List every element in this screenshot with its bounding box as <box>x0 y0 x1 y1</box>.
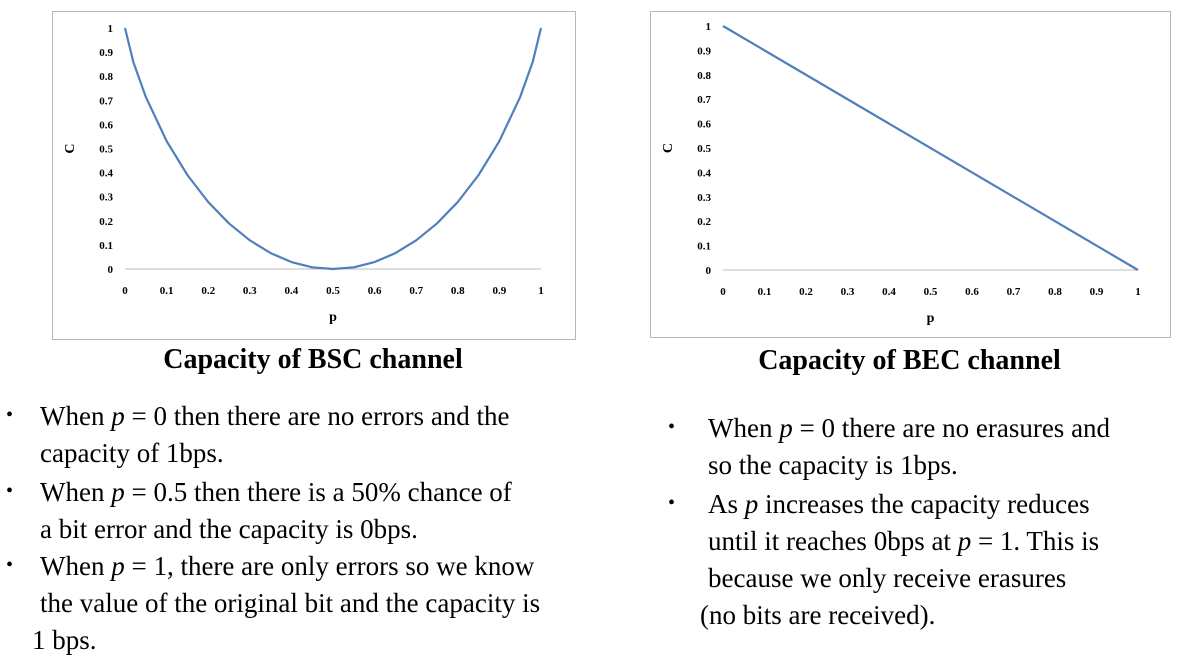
bsc-chart-caption: Capacity of BSC channel <box>163 344 463 375</box>
bsc-x-axis-title: p <box>329 310 337 325</box>
bsc-x-tick-label: 0 <box>122 285 128 297</box>
bec-y-tick-label: 0.4 <box>697 167 711 179</box>
bsc-y-tick-label: 0.3 <box>99 192 113 204</box>
bec-note-line: until it reaches 0bps at p = 1. This is <box>708 526 1100 556</box>
bec-x-tick-label: 0.7 <box>1007 286 1021 298</box>
bsc-x-tick-label: 0.4 <box>285 285 299 297</box>
bsc-x-tick-label: 0.3 <box>243 285 257 297</box>
bsc-note-line: 1 bps. <box>32 625 97 655</box>
bec-x-tick-label: 1 <box>1135 286 1141 298</box>
bsc-note-line: When p = 0.5 then there is a 50% chance … <box>40 477 512 507</box>
bullet-marker: • <box>6 404 14 426</box>
bsc-capacity-line <box>123 27 543 271</box>
bsc-note-line: capacity of 1bps. <box>40 438 224 468</box>
bec-x-tick-label: 0.9 <box>1090 286 1104 298</box>
bec-y-tick-label: 1 <box>706 21 712 33</box>
bec-note-line: As p increases the capacity reduces <box>708 489 1090 519</box>
bec-capacity-line <box>722 25 1139 271</box>
bec-chart-svg: 0 0.1 0.2 0.3 0.4 0.5 0.6 0.7 0.8 0.9 1 0 0.1 0.2 0.3 0… <box>661 21 1141 326</box>
bsc-x-tick-label: 1 <box>538 285 544 297</box>
bec-x-tick-label: 0 <box>720 286 726 298</box>
bullet-marker: • <box>6 554 14 576</box>
bec-y-tick-label: 0.7 <box>697 94 711 106</box>
bec-x-tick-label: 0.2 <box>799 286 813 298</box>
bsc-x-tick-label: 0.2 <box>201 285 215 297</box>
bec-y-tick-label: 0.1 <box>697 241 711 253</box>
bec-y-tick-label: 0.2 <box>697 216 711 228</box>
bsc-x-tick-label: 0.1 <box>160 285 174 297</box>
bsc-x-tick-label: 0.5 <box>326 285 340 297</box>
bec-y-axis-title: C <box>661 143 676 153</box>
bec-y-tick-label: 0.9 <box>697 45 711 57</box>
bec-x-tick-label: 0.6 <box>965 286 979 298</box>
bec-x-tick-label: 0.5 <box>924 286 938 298</box>
bsc-y-tick-label: 0.4 <box>99 168 113 180</box>
bec-y-tick-label: 0.3 <box>697 192 711 204</box>
bsc-note-line: the value of the original bit and the ca… <box>40 588 541 618</box>
bullet-marker: • <box>668 416 676 438</box>
bsc-y-tick-label: 0.2 <box>99 216 113 228</box>
bsc-note-line: When p = 0 then there are no errors and … <box>40 401 510 431</box>
bec-y-tick-label: 0.5 <box>697 143 711 155</box>
bec-chart-caption: Capacity of BEC channel <box>758 345 1061 376</box>
bec-x-tick-label: 0.1 <box>758 286 772 298</box>
bec-y-tick-label: 0.8 <box>697 70 711 82</box>
bec-x-tick-label: 0.3 <box>841 286 855 298</box>
bec-note-line: When p = 0 there are no erasures and <box>708 413 1111 443</box>
bec-x-axis-title: p <box>927 311 935 326</box>
bsc-y-axis-title: C <box>63 143 78 153</box>
bec-x-tick-label: 0.4 <box>882 286 896 298</box>
bsc-note-line: a bit error and the capacity is 0bps. <box>40 514 418 544</box>
bsc-y-tick-label: 0.1 <box>99 240 113 252</box>
bsc-y-tick-label: 0.5 <box>99 144 113 156</box>
bsc-y-tick-label: 0.9 <box>99 47 113 59</box>
bsc-y-tick-label: 0.7 <box>99 95 113 107</box>
bullet-marker: • <box>6 480 14 502</box>
bsc-y-tick-label: 0.8 <box>99 71 113 83</box>
bec-capacity-chart: 0 0.1 0.2 0.3 0.4 0.5 0.6 0.7 0.8 0.9 1 0 0.1 0.2 0.3 0… <box>650 11 1171 338</box>
bec-y-tick-label: 0.6 <box>697 119 711 131</box>
bsc-y-tick-label: 1 <box>108 23 114 35</box>
bsc-x-tick-label: 0.9 <box>493 285 507 297</box>
bsc-y-tick-label: 0 <box>108 264 114 276</box>
bsc-y-tick-label: 0.6 <box>99 119 113 131</box>
bec-note-line: because we only receive erasures <box>708 563 1067 593</box>
bec-note-line: so the capacity is 1bps. <box>708 450 958 480</box>
bsc-capacity-chart: 0 0.1 0.2 0.3 0.4 0.5 0.6 0.7 0.8 0.9 1 0 0.1 0.2 0.3 0… <box>52 11 576 340</box>
bsc-x-tick-label: 0.6 <box>368 285 382 297</box>
bsc-x-tick-label: 0.7 <box>409 285 423 297</box>
bsc-note-line: When p = 1, there are only errors so we … <box>40 551 535 581</box>
bsc-x-tick-label: 0.8 <box>451 285 465 297</box>
bsc-chart-svg: 0 0.1 0.2 0.3 0.4 0.5 0.6 0.7 0.8 0.9 1 0 0.1 0.2 0.3 0… <box>63 23 544 325</box>
bullet-marker: • <box>668 492 676 514</box>
bec-note-line: (no bits are received). <box>700 600 936 630</box>
bec-y-tick-label: 0 <box>706 265 712 277</box>
bec-x-tick-label: 0.8 <box>1048 286 1062 298</box>
